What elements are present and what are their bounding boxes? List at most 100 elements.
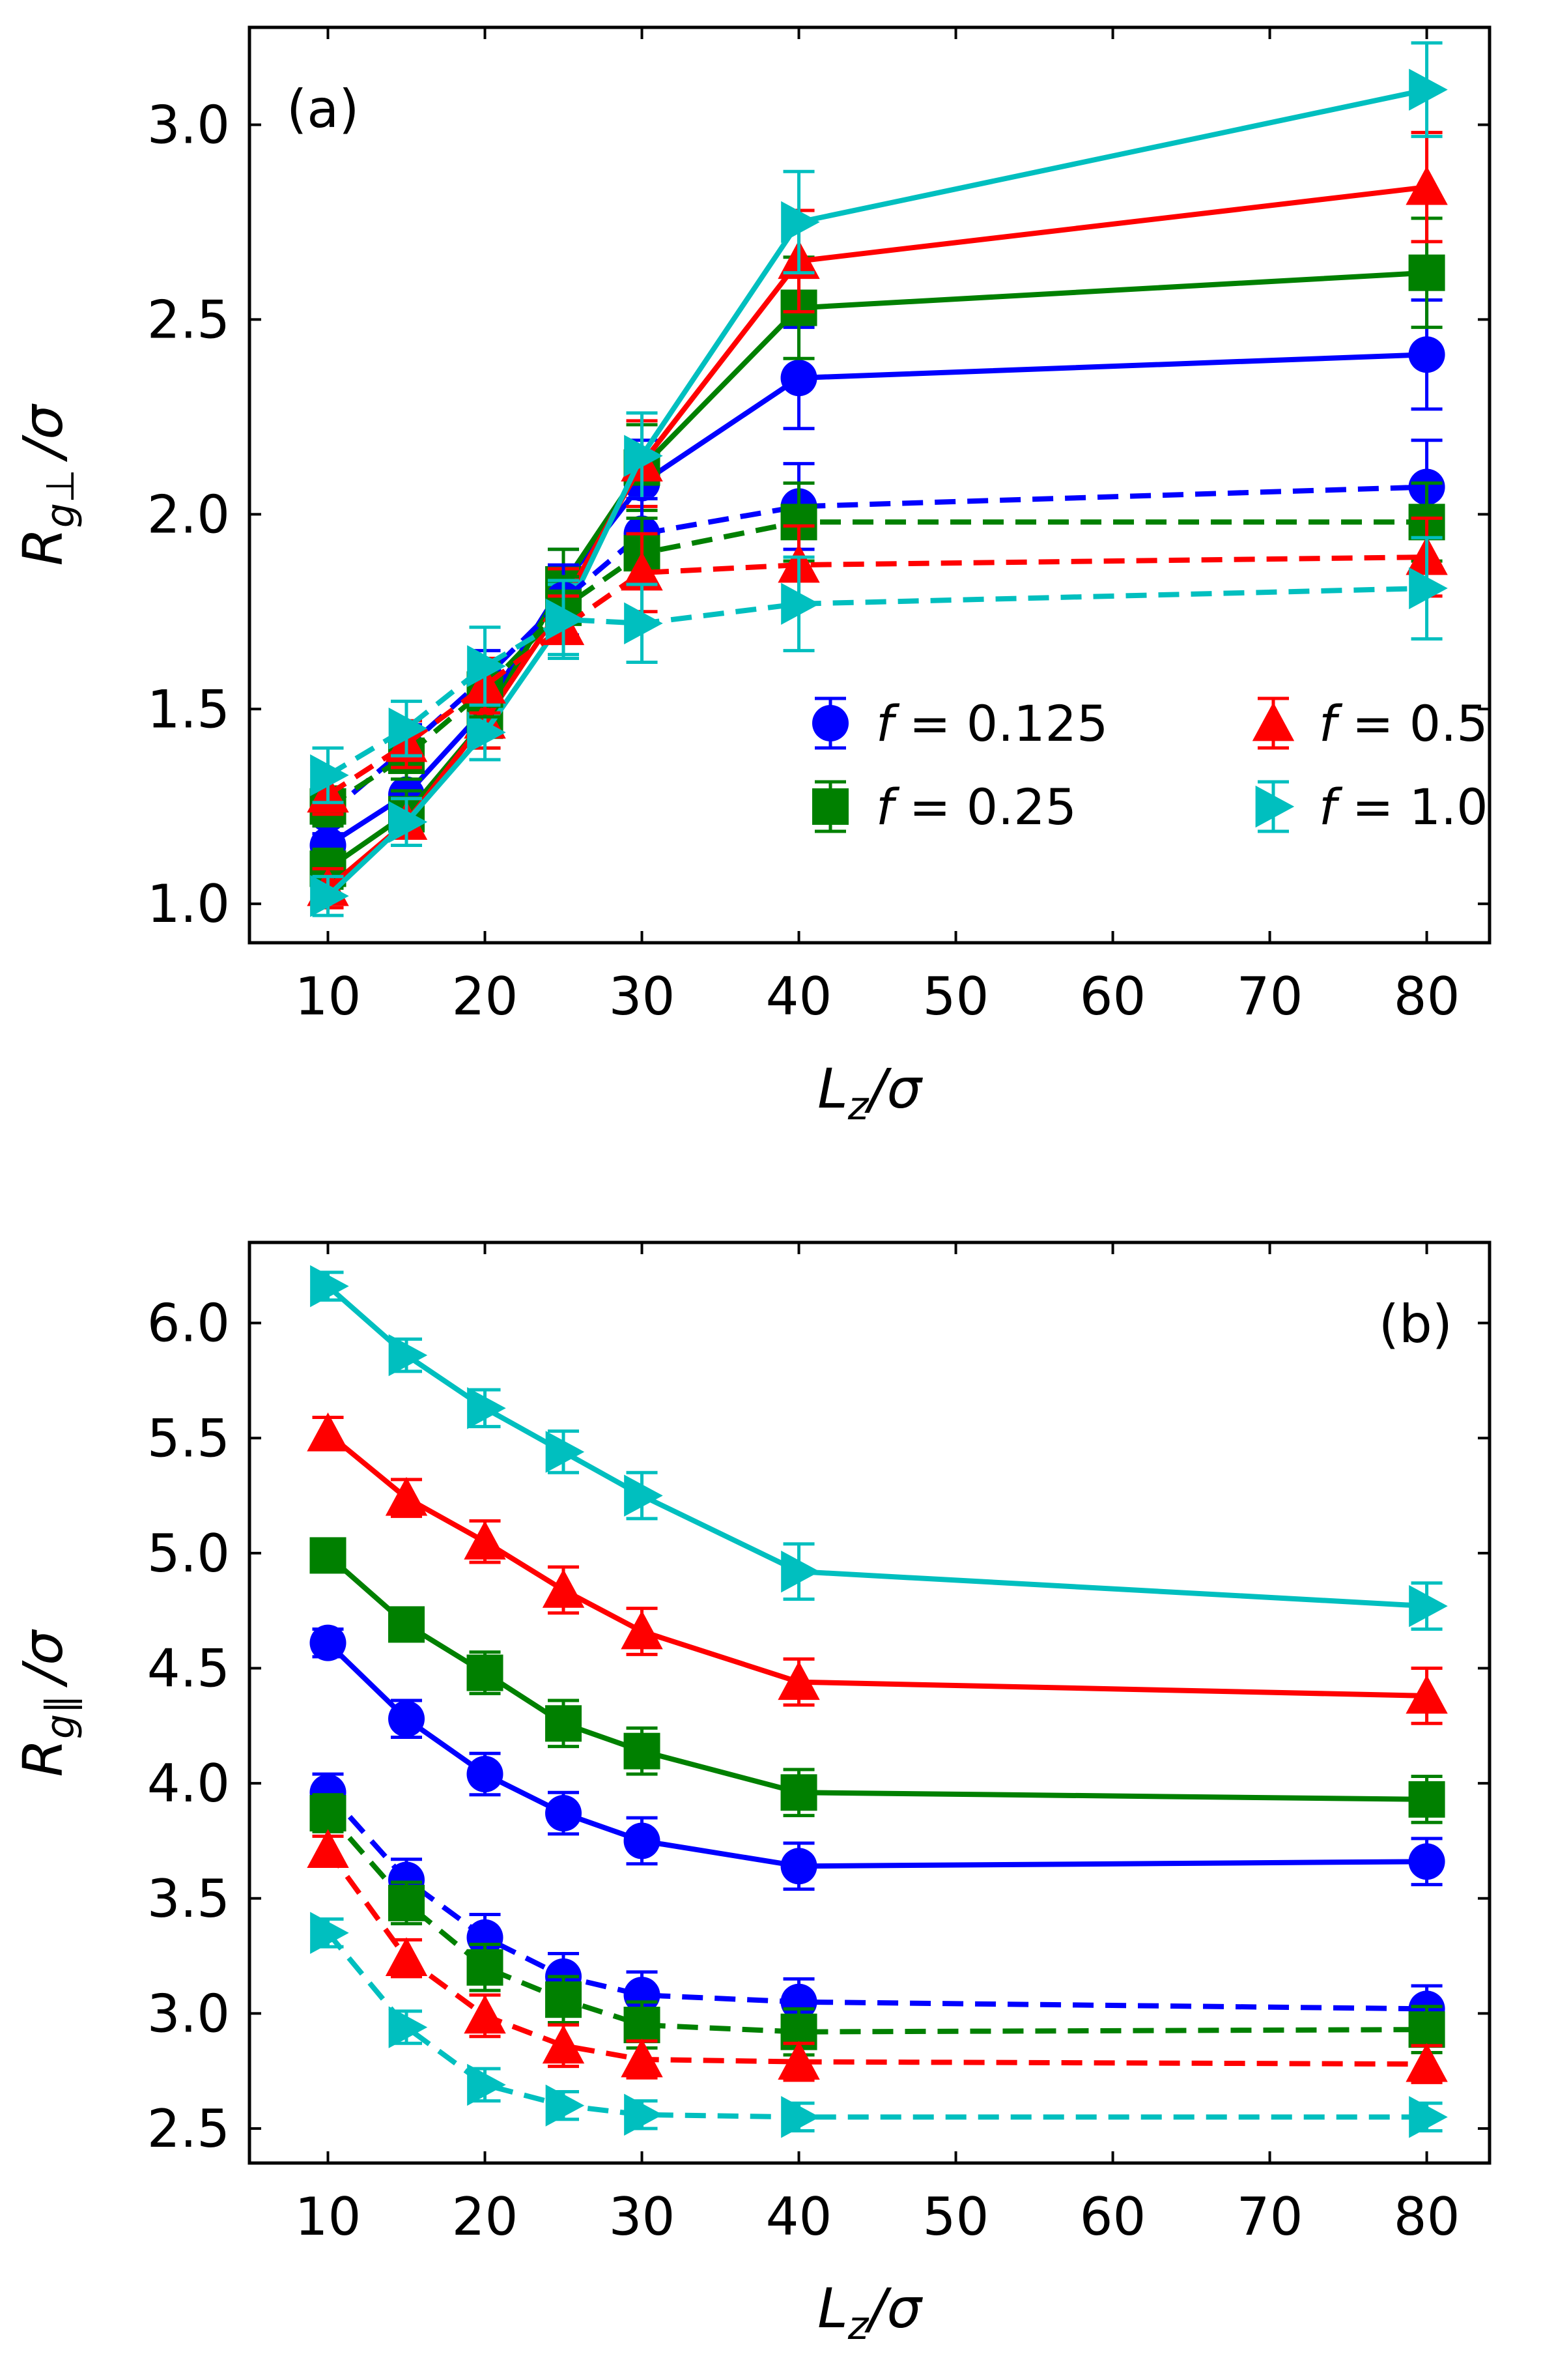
data-point — [309, 1624, 346, 1661]
data-point — [309, 1795, 346, 1832]
data-point — [388, 1606, 425, 1643]
series-3 — [309, 1537, 1445, 1824]
x-tick-label: 80 — [1394, 2186, 1460, 2247]
x-axis-label: Lz/σ — [817, 2276, 924, 2349]
x-tick-label: 10 — [295, 2186, 361, 2247]
x-axis-label: Lz/σ — [817, 1057, 924, 1129]
data-point — [388, 2006, 428, 2048]
y-tick-label: 6.0 — [147, 1293, 230, 1354]
axes-frame — [247, 25, 1492, 945]
legend-marker — [812, 705, 849, 741]
data-point — [621, 2038, 663, 2078]
x-tick-label: 60 — [1080, 2186, 1146, 2247]
series-7 — [307, 1829, 1448, 2084]
data-point — [466, 1756, 503, 1793]
data-point — [467, 711, 506, 754]
panel-label: (b) — [1379, 1294, 1452, 1355]
y-tick-label: 5.5 — [147, 1408, 230, 1469]
data-point — [388, 707, 428, 750]
legend-marker — [1255, 785, 1295, 828]
data-point — [1406, 1674, 1448, 1714]
data-point — [781, 2096, 820, 2138]
data-point — [307, 1412, 349, 1452]
data-point — [545, 2084, 585, 2127]
series-5 — [309, 1772, 1445, 2034]
data-point — [1409, 68, 1448, 111]
y-tick-label: 3.0 — [147, 1983, 230, 2044]
data-point — [1409, 2096, 1448, 2138]
data-point — [467, 2063, 506, 2106]
data-point — [542, 2024, 585, 2064]
data-point — [388, 801, 428, 843]
series-2 — [307, 1412, 1448, 1725]
legend-entry: f = 0.5 — [1252, 695, 1488, 753]
legend: f = 0.125 f = 0.5 f = 0.25 f = 1.0 — [812, 695, 1488, 836]
legend-label: f = 0.125 — [876, 695, 1108, 753]
y-tick-label: 1.0 — [147, 874, 230, 934]
data-point — [466, 1919, 503, 1956]
series-6 — [309, 1793, 1445, 2057]
data-point — [545, 1981, 582, 2018]
plot-area — [307, 1265, 1448, 2138]
data-point — [781, 582, 820, 625]
data-point — [385, 1476, 428, 1516]
data-point — [624, 435, 663, 477]
data-point — [1408, 1781, 1445, 1818]
legend-label: f = 1.0 — [1319, 778, 1488, 836]
data-point — [623, 1822, 660, 1859]
y-tick-label: 5.0 — [147, 1523, 230, 1584]
x-tick-label: 20 — [452, 966, 518, 1027]
legend-entry: f = 0.125 — [812, 695, 1108, 753]
y-tick-label: 2.5 — [147, 289, 230, 350]
y-tick-label: 1.5 — [147, 679, 230, 739]
data-point — [780, 1774, 817, 1811]
data-point — [310, 1265, 349, 1308]
x-tick-label: 70 — [1237, 966, 1303, 1027]
legend-entry: f = 1.0 — [1255, 778, 1488, 836]
data-point — [623, 1977, 660, 2014]
data-point — [624, 1474, 663, 1517]
data-point — [1409, 1584, 1448, 1627]
data-point — [545, 1795, 582, 1832]
data-point — [388, 1700, 425, 1738]
data-point — [545, 598, 585, 640]
series-8 — [310, 1912, 1448, 2138]
y-tick-label: 3.0 — [147, 94, 230, 155]
data-point — [781, 1550, 820, 1593]
legend-entry: f = 0.25 — [812, 778, 1077, 836]
data-point — [621, 1610, 663, 1650]
series-1 — [310, 1265, 1448, 1631]
data-point — [621, 551, 663, 591]
data-point — [1408, 336, 1445, 373]
data-point — [310, 875, 349, 917]
data-point — [1406, 2043, 1448, 2082]
y-tick-label: 2.5 — [147, 2099, 230, 2159]
axes-frame — [247, 1240, 1492, 2165]
data-point — [623, 1732, 660, 1770]
x-tick-label: 40 — [766, 966, 832, 1027]
data-point — [1408, 2011, 1445, 2048]
data-point — [545, 1705, 582, 1742]
x-tick-label: 70 — [1237, 2186, 1303, 2247]
data-point — [388, 1334, 428, 1377]
data-point — [1406, 165, 1448, 205]
data-point — [467, 645, 506, 687]
data-point — [310, 754, 349, 797]
y-tick-label: 3.5 — [147, 1869, 230, 1929]
data-point — [780, 1848, 817, 1885]
data-point — [309, 1537, 346, 1574]
y-tick-label: 4.0 — [147, 1753, 230, 1814]
data-point — [464, 1521, 506, 1560]
series-5 — [309, 438, 1445, 836]
series-4 — [309, 1624, 1445, 1891]
legend-label: f = 0.5 — [1319, 695, 1488, 753]
x-tick-label: 50 — [923, 966, 989, 1027]
y-axis-label: Rg∥ /σ — [11, 1629, 83, 1777]
data-point — [781, 201, 820, 244]
data-point — [307, 1829, 349, 1868]
data-point — [624, 602, 663, 644]
y-tick-label: 4.5 — [147, 1639, 230, 1699]
y-tick-label: 2.0 — [147, 484, 230, 545]
x-tick-label: 80 — [1394, 966, 1460, 1027]
data-point — [467, 1387, 506, 1429]
